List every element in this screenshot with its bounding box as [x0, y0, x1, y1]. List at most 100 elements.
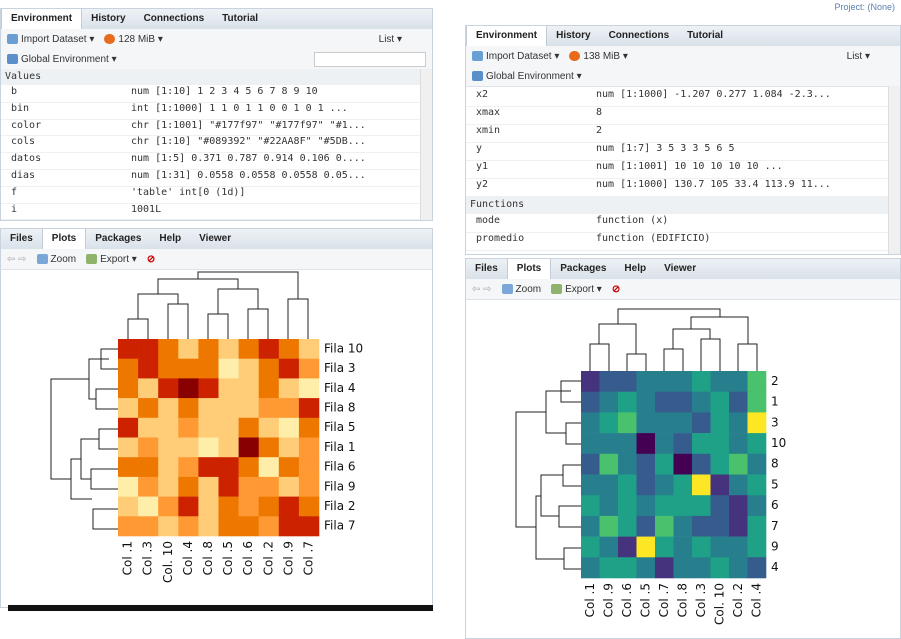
heatmap-cell [218, 398, 239, 419]
tab[interactable]: Tutorial [687, 30, 724, 41]
heatmap-cell [158, 339, 179, 359]
memory-button[interactable]: 138 MiB ▾ [569, 51, 628, 62]
env-row: b num [1:10] 1 2 3 4 5 6 7 8 9 10 [1, 85, 420, 103]
plot-tabs: Files Plots Packages Help Viewer [466, 259, 900, 280]
heatmap-cell [747, 474, 767, 496]
environment-pane: Environment History Connections Tutorial Im… [0, 8, 433, 221]
nav-arrows[interactable]: ⇦ ⇨ [472, 283, 492, 295]
list-button[interactable]: List ▾ [378, 33, 402, 45]
heatmap-cell [138, 378, 159, 399]
row-label: 8 [771, 457, 779, 471]
heatmap-cell [747, 557, 767, 579]
heatmap-cell [138, 437, 159, 458]
var-name: promedio [476, 233, 525, 244]
heatmap-cell [581, 412, 600, 434]
list-button[interactable]: List ▾ [846, 50, 870, 62]
heatmap-cell [710, 536, 730, 558]
tab[interactable]: Connections [608, 30, 670, 41]
scrollbar[interactable] [888, 86, 900, 254]
heatmap-cell [673, 536, 693, 558]
col-label: Col .8 [675, 583, 689, 617]
tab[interactable]: Files [10, 233, 33, 244]
global-env-dropdown[interactable]: Global Environment ▾ [472, 71, 582, 82]
import-button[interactable]: Import Dataset ▾ [7, 34, 94, 45]
global-env-dropdown[interactable]: Global Environment ▾ [7, 54, 117, 65]
heatmap-cell [238, 457, 259, 478]
heatmap-cell [729, 371, 748, 392]
heatmap-cell [258, 457, 280, 478]
heatmap-cell [158, 516, 179, 537]
col-label: Col .1 [583, 583, 597, 617]
global-env-label: Global Environment ▾ [21, 53, 117, 65]
env-row: y2 num [1:1000] 130.7 105 33.4 113.9 11..… [466, 178, 888, 197]
tab[interactable]: Connections [143, 13, 205, 24]
remove-button[interactable]: ⊘ [611, 283, 621, 295]
tab[interactable]: Tutorial [222, 13, 259, 24]
export-button[interactable]: Export ▾ [86, 254, 137, 265]
heatmap-cell [618, 371, 637, 392]
heatmap-cell [298, 476, 320, 497]
heatmap-cell [618, 557, 637, 579]
scrollbar[interactable] [420, 69, 432, 220]
tab[interactable]: Plots [506, 259, 552, 279]
nav-arrows[interactable]: ⇦ ⇨ [7, 253, 27, 265]
row-label: Fila 5 [324, 420, 356, 434]
tab[interactable]: Plots [41, 229, 87, 249]
tab[interactable]: History [556, 30, 591, 41]
heatmap-cell [198, 398, 219, 419]
heatmap-cell [599, 453, 619, 475]
var-name: x2 [476, 89, 489, 100]
column-dendrogram [589, 308, 758, 371]
var-value: num [1:1001] 10 10 10 10 10 ... [596, 161, 783, 172]
project-menu[interactable]: Project: (None) [834, 2, 895, 12]
heatmap-cell [673, 557, 693, 579]
heatmap-cell [581, 536, 600, 558]
memory-button[interactable]: 128 MiB ▾ [104, 34, 163, 45]
search-box[interactable] [314, 51, 426, 67]
col-label: Col .2 [731, 583, 745, 617]
heatmap-cell [692, 557, 711, 579]
env-row: color chr [1:1001] "#177f97" "#177f97" "#… [1, 119, 420, 137]
heatmap-cell [655, 536, 674, 558]
import-button[interactable]: Import Dataset ▾ [472, 51, 559, 62]
tab[interactable]: Environment [1, 9, 83, 29]
heatmap-cell [747, 412, 767, 434]
export-button[interactable]: Export ▾ [551, 284, 602, 295]
tab[interactable]: Packages [560, 263, 607, 274]
heatmap-cell [581, 371, 600, 392]
tab[interactable]: Help [159, 233, 182, 244]
tab[interactable]: Help [624, 263, 647, 274]
var-name: y2 [476, 179, 489, 190]
heatmap-cell [158, 398, 179, 419]
heatmap-cell [298, 417, 320, 438]
heatmap-cell [178, 437, 199, 458]
var-name: datos [11, 153, 42, 165]
col-label: Col .2 [261, 541, 275, 575]
tab[interactable]: Viewer [664, 263, 697, 274]
heatmap-cell [218, 516, 239, 537]
tab[interactable]: Files [475, 263, 498, 274]
heatmap-cell [710, 515, 730, 537]
remove-button[interactable]: ⊘ [146, 253, 156, 265]
plots-pane: Files Plots Packages Help Viewer ⇦ ⇨ Zoom Ex… [0, 228, 433, 608]
tab[interactable]: Environment [466, 26, 548, 46]
tab[interactable]: Viewer [199, 233, 232, 244]
tab[interactable]: History [91, 13, 126, 24]
var-value: num [1:10] 1 2 3 4 5 6 7 8 9 10 [131, 86, 318, 97]
heatmap-cell [138, 398, 159, 419]
col-label: Col .5 [638, 583, 652, 617]
zoom-button[interactable]: Zoom [501, 284, 541, 295]
tab[interactable]: Packages [95, 233, 142, 244]
var-name: xmax [476, 107, 501, 118]
env-row: y1 num [1:1001] 10 10 10 10 10 ... [466, 160, 888, 179]
zoom-button[interactable]: Zoom [36, 254, 76, 265]
heatmap-cell [692, 495, 711, 517]
col-label: Col .7 [301, 541, 315, 575]
heatmap-cell [618, 536, 637, 558]
heatmap-cell [599, 433, 619, 455]
heatmap-cell [178, 358, 199, 379]
heatmap-cell [298, 437, 320, 458]
heatmap-cell [581, 557, 600, 579]
heatmap-cell [238, 437, 259, 458]
